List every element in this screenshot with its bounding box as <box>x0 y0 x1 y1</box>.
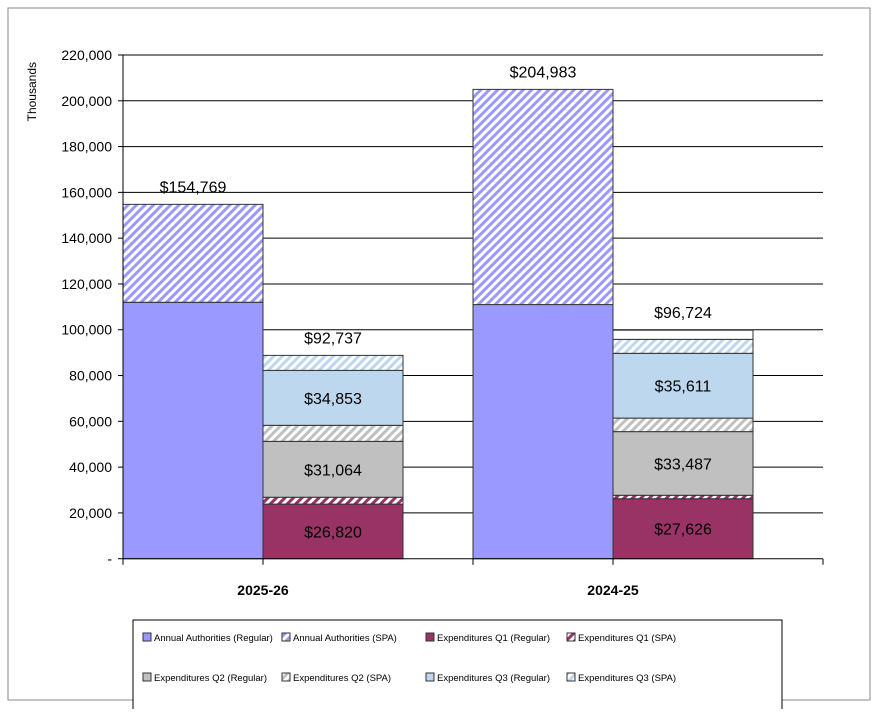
bar-segment <box>262 424 404 442</box>
y-tick-label: 100,000 <box>61 322 112 338</box>
y-tick-label: 140,000 <box>61 230 112 246</box>
bar-segment <box>262 440 404 498</box>
data-label: $31,064 <box>304 462 362 479</box>
y-tick-label: 120,000 <box>61 276 112 292</box>
x-category-label: 2025-26 <box>237 582 289 598</box>
legend-label: Expenditures Q3 (Regular) <box>437 673 550 684</box>
bar-segment <box>612 338 754 354</box>
bar-segment <box>262 503 404 560</box>
bar-segment <box>262 496 404 505</box>
bar-segment <box>612 417 754 433</box>
total-label: $96,724 <box>654 305 712 322</box>
legend-label: Annual Authorities (Regular) <box>154 633 273 644</box>
legend-swatch <box>142 672 152 682</box>
y-tick-label: 60,000 <box>69 413 112 429</box>
legend-label: Expenditures Q3 (SPA) <box>578 673 676 684</box>
legend-label: Expenditures Q1 (Regular) <box>437 633 550 644</box>
y-tick-label: 80,000 <box>69 368 112 384</box>
legend-label: Expenditures Q1 (SPA) <box>578 633 676 644</box>
legend-box <box>132 619 783 711</box>
bar-segment <box>472 88 614 306</box>
data-label: $26,820 <box>304 524 362 541</box>
legend-swatch <box>425 672 435 682</box>
legend-swatch <box>281 672 291 682</box>
total-label: $154,769 <box>160 179 227 196</box>
bar-segment <box>122 203 264 303</box>
y-tick-label: 160,000 <box>61 184 112 200</box>
data-label: $35,611 <box>655 379 712 396</box>
bar-segment <box>262 369 404 426</box>
y-tick-label: 180,000 <box>61 139 112 155</box>
legend-label: Annual Authorities (SPA) <box>293 633 397 644</box>
x-category-label: 2024-25 <box>587 582 639 598</box>
legend-swatch <box>566 672 576 682</box>
y-axis-label: Thousands <box>25 62 39 121</box>
total-label: $92,737 <box>304 330 362 347</box>
bar-segment <box>612 498 754 560</box>
bar-segment <box>612 494 754 500</box>
total-label: $204,983 <box>510 64 577 81</box>
legend-label: Expenditures Q2 (Regular) <box>154 673 267 684</box>
y-tick-label: 20,000 <box>69 505 112 521</box>
data-label: $27,626 <box>654 522 712 539</box>
data-label: $33,487 <box>654 456 712 473</box>
bar-segment <box>612 352 754 419</box>
legend-swatch <box>142 632 152 642</box>
legend-label: Expenditures Q2 (SPA) <box>293 673 391 684</box>
legend-swatch <box>566 632 576 642</box>
bar-segment <box>262 354 404 371</box>
y-tick-label: 220,000 <box>61 47 112 63</box>
bar-segment <box>612 329 754 340</box>
legend-swatch <box>281 632 291 642</box>
data-label: $34,853 <box>304 391 362 408</box>
bar-segment <box>472 304 614 560</box>
y-tick-label: 200,000 <box>61 93 112 109</box>
bar-segment <box>122 301 264 560</box>
y-tick-label: 40,000 <box>69 459 112 475</box>
y-tick-label: - <box>107 551 112 567</box>
legend-swatch <box>425 632 435 642</box>
